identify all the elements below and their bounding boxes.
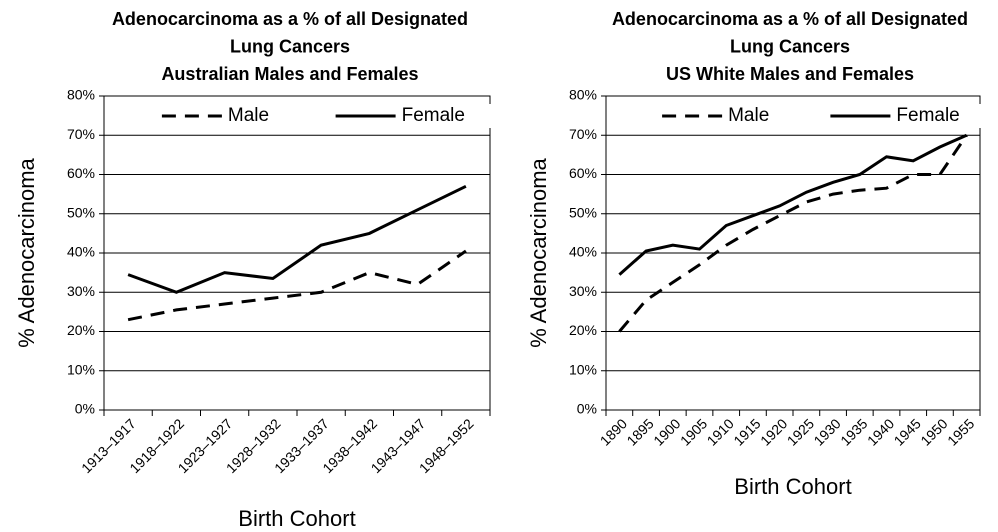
y-tick-label: 80% xyxy=(569,87,597,103)
legend-label: Female xyxy=(402,105,465,126)
x-tick-label: 1915 xyxy=(730,415,763,448)
y-tick-label: 70% xyxy=(569,126,597,142)
x-tick-label: 1955 xyxy=(944,415,977,448)
y-tick-label: 40% xyxy=(67,244,95,260)
y-tick-label: 20% xyxy=(67,322,95,338)
y-tick-label: 30% xyxy=(569,283,597,299)
y-tick-label: 60% xyxy=(569,165,597,181)
chart-title: US White Males and Females xyxy=(666,64,914,84)
x-tick-label: 1900 xyxy=(650,415,683,448)
data-line xyxy=(618,134,968,333)
y-tick-label: 60% xyxy=(67,165,95,181)
x-tick-label: 1925 xyxy=(784,415,817,448)
y-tick-label: 10% xyxy=(569,361,597,377)
x-tick-label: 1950 xyxy=(917,415,950,448)
y-tick-label: 80% xyxy=(67,87,95,103)
y-tick-label: 50% xyxy=(67,204,95,220)
data-line xyxy=(127,249,467,322)
x-tick-label: 1935 xyxy=(837,415,870,448)
y-tick-label: 70% xyxy=(67,126,95,142)
data-line xyxy=(127,184,467,294)
chart-title: Australian Males and Females xyxy=(161,64,418,84)
x-tick-label: 1930 xyxy=(810,415,843,448)
x-tick-label: 1920 xyxy=(757,415,790,448)
chart-title: Lung Cancers xyxy=(230,36,350,56)
chart-title: Adenocarcinoma as a % of all Designated xyxy=(112,9,468,29)
x-tick-label: 1910 xyxy=(704,415,737,448)
legend-label: Female xyxy=(896,105,959,126)
y-tick-label: 10% xyxy=(67,361,95,377)
x-axis-label: Birth Cohort xyxy=(238,506,355,531)
y-tick-label: 40% xyxy=(569,244,597,260)
x-tick-label: 1890 xyxy=(597,415,630,448)
x-axis-label: Birth Cohort xyxy=(734,474,851,499)
x-tick-label: 1905 xyxy=(677,415,710,448)
data-line xyxy=(618,133,968,276)
x-tick-label: 1940 xyxy=(864,415,897,448)
chart-title: Adenocarcinoma as a % of all Designated xyxy=(612,9,968,29)
legend-label: Male xyxy=(228,105,269,126)
y-tick-label: 50% xyxy=(569,204,597,220)
y-tick-label: 0% xyxy=(75,401,95,417)
x-tick-label: 1945 xyxy=(891,415,924,448)
y-axis-label: % Adenocarcinoma xyxy=(14,157,39,347)
y-tick-label: 20% xyxy=(569,322,597,338)
x-tick-label: 1895 xyxy=(623,415,656,448)
legend-label: Male xyxy=(728,105,769,126)
chart-title: Lung Cancers xyxy=(730,36,850,56)
y-tick-label: 0% xyxy=(577,401,597,417)
y-axis-label: % Adenocarcinoma xyxy=(526,157,551,347)
y-tick-label: 30% xyxy=(67,283,95,299)
